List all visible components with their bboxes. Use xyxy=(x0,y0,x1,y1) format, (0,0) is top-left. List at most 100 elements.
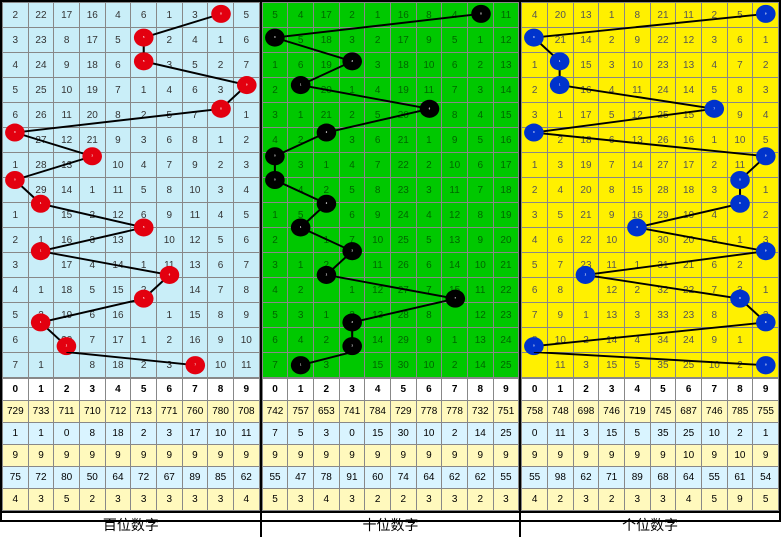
cell: 7 xyxy=(156,153,182,178)
cell: 1 xyxy=(3,153,29,178)
cell: 1 xyxy=(313,228,339,253)
cell: 13 xyxy=(54,153,80,178)
cell: 14 xyxy=(182,278,208,303)
cell: 3 xyxy=(599,53,625,78)
cell: 3 xyxy=(3,28,29,53)
cell: 6 xyxy=(131,203,157,228)
cell: 1 xyxy=(313,153,339,178)
cell: 9 xyxy=(701,328,727,353)
cell: 2 xyxy=(208,53,234,78)
cell: 1 xyxy=(701,128,727,153)
cell: 3 xyxy=(467,78,493,103)
cell: 23 xyxy=(390,178,416,203)
cell: 6 xyxy=(105,53,131,78)
cell: 19 xyxy=(493,203,519,228)
cell: 6 xyxy=(262,328,288,353)
cell: 23 xyxy=(650,53,676,78)
cell: 6 xyxy=(522,278,548,303)
cell: 7 xyxy=(79,328,105,353)
cell: 13 xyxy=(676,53,702,78)
cell: 7 xyxy=(467,178,493,203)
cell: 31 xyxy=(650,253,676,278)
cell: 8 xyxy=(208,303,234,328)
cell: 6 xyxy=(467,153,493,178)
cell: 26 xyxy=(650,128,676,153)
cell: 4 xyxy=(416,203,442,228)
cell: 15 xyxy=(624,178,650,203)
cell: 1 xyxy=(522,53,548,78)
cell: 1 xyxy=(339,278,365,303)
cell: 5 xyxy=(753,128,779,153)
cell: 20 xyxy=(79,103,105,128)
panel-shi: 5417211684115183217951121619318106213220… xyxy=(262,2,522,358)
cell: 3 xyxy=(288,153,314,178)
cell: 9 xyxy=(156,203,182,228)
cell: 17 xyxy=(105,328,131,353)
cell: 28 xyxy=(28,153,54,178)
cell: 6 xyxy=(79,303,105,328)
cell: 1 xyxy=(156,3,182,28)
cell xyxy=(442,303,468,328)
cell: 16 xyxy=(493,128,519,153)
cell: 2 xyxy=(208,153,234,178)
cell: 14 xyxy=(442,253,468,278)
cell: 4 xyxy=(522,228,548,253)
cell: 4 xyxy=(182,28,208,53)
cell: 5 xyxy=(182,53,208,78)
cell: 6 xyxy=(182,78,208,103)
cell: 10 xyxy=(233,328,259,353)
cell: 9 xyxy=(105,128,131,153)
cell xyxy=(313,128,339,153)
cell: 23 xyxy=(573,253,599,278)
cell: 5 xyxy=(365,103,391,128)
cell: 20 xyxy=(548,3,574,28)
cell: 22 xyxy=(493,278,519,303)
cell: 30 xyxy=(650,228,676,253)
cell: 13 xyxy=(493,53,519,78)
cell: 5 xyxy=(727,3,753,28)
cell: 5 xyxy=(233,3,259,28)
cell: 11 xyxy=(416,78,442,103)
cell: 1 xyxy=(131,328,157,353)
cell: 18 xyxy=(79,53,105,78)
cell: 18 xyxy=(676,178,702,203)
cell: 4 xyxy=(262,278,288,303)
cell: 8 xyxy=(233,278,259,303)
cell: 32 xyxy=(650,278,676,303)
cell: 3 xyxy=(131,128,157,153)
cell: 5 xyxy=(288,203,314,228)
cell xyxy=(701,103,727,128)
cell: 28 xyxy=(650,178,676,203)
cell xyxy=(79,153,105,178)
cell: 1 xyxy=(131,78,157,103)
cell: 6 xyxy=(365,128,391,153)
cell: 2 xyxy=(313,328,339,353)
cell xyxy=(262,153,288,178)
cell xyxy=(233,78,259,103)
cell xyxy=(548,78,574,103)
cell: 14 xyxy=(54,178,80,203)
cell: 24 xyxy=(676,328,702,353)
cell: 14 xyxy=(599,328,625,353)
cell: 9 xyxy=(599,203,625,228)
cell: 10 xyxy=(467,253,493,278)
cell: 4 xyxy=(365,78,391,103)
cell: 4 xyxy=(442,3,468,28)
cell: 7 xyxy=(599,153,625,178)
cell xyxy=(288,78,314,103)
cell: 13 xyxy=(105,228,131,253)
cell: 9 xyxy=(54,53,80,78)
cell: 6 xyxy=(3,103,29,128)
cell: 17 xyxy=(313,3,339,28)
cell: 16 xyxy=(54,228,80,253)
cell: 1 xyxy=(599,3,625,28)
cell: 19 xyxy=(676,203,702,228)
cell: 4 xyxy=(3,278,29,303)
cell: 24 xyxy=(390,203,416,228)
cell: 3 xyxy=(233,153,259,178)
cell: 19 xyxy=(79,78,105,103)
cell: 14 xyxy=(676,78,702,103)
cell: 12 xyxy=(54,128,80,153)
cell: 15 xyxy=(442,278,468,303)
cell: 11 xyxy=(365,253,391,278)
